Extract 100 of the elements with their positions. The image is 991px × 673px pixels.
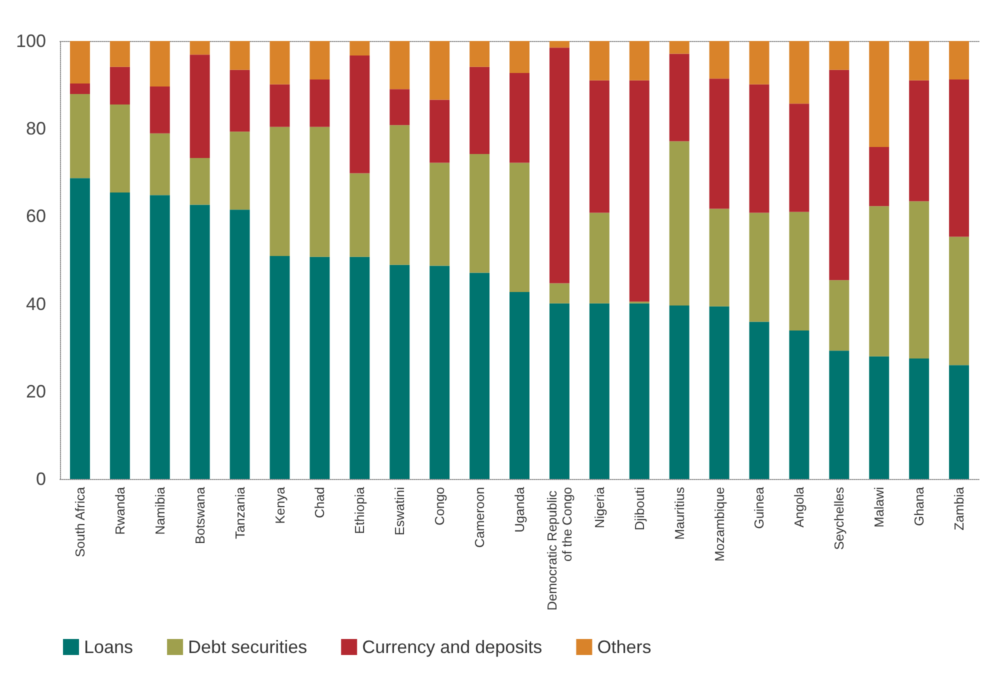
bar	[70, 178, 90, 479]
bar	[350, 256, 370, 479]
y-tick-label: 0	[36, 469, 46, 489]
bar	[150, 86, 170, 134]
bar	[949, 80, 970, 237]
bar	[749, 41, 770, 84]
legend-label: Currency and deposits	[362, 637, 542, 657]
bar	[909, 80, 930, 202]
x-tick-label: Malawi	[872, 486, 887, 528]
bar	[430, 41, 450, 100]
bar	[350, 173, 370, 257]
bar	[70, 94, 90, 178]
bar	[629, 80, 650, 302]
bar	[709, 78, 730, 209]
bar	[549, 283, 570, 304]
x-tick-label: Mauritius	[672, 486, 687, 540]
bar	[150, 195, 170, 479]
x-tick-label: Nigeria	[592, 486, 607, 528]
y-tick-label: 100	[16, 31, 46, 51]
bar	[589, 212, 610, 304]
bar	[230, 70, 250, 132]
bar	[829, 70, 850, 280]
bar	[789, 104, 810, 212]
bar	[869, 146, 890, 206]
bar	[510, 72, 530, 163]
bar	[669, 41, 690, 54]
bar	[310, 126, 330, 257]
y-tick-label: 60	[26, 206, 46, 226]
bar	[789, 41, 810, 104]
x-tick-label: South Africa	[72, 486, 88, 558]
y-tick-label: 20	[26, 381, 46, 402]
x-tick-label: Mozambique	[712, 487, 727, 562]
bar	[110, 41, 130, 67]
bar	[749, 212, 770, 322]
bar	[270, 41, 290, 84]
bar	[230, 132, 250, 210]
bar	[350, 41, 370, 56]
bar	[110, 104, 130, 193]
bar	[430, 266, 450, 479]
bar	[230, 210, 250, 479]
bar	[390, 125, 410, 265]
bar	[749, 84, 770, 213]
bar	[310, 256, 330, 479]
bar	[190, 54, 210, 158]
bar	[949, 41, 970, 80]
bar	[909, 358, 930, 479]
bar	[70, 41, 90, 84]
x-tick-label: Botswana	[192, 486, 208, 544]
x-tick-label: Namibia	[152, 486, 168, 535]
x-tick-label: Angola	[792, 486, 807, 528]
bar	[470, 272, 490, 479]
bar	[390, 41, 410, 90]
bar	[669, 306, 690, 479]
bar	[190, 158, 210, 205]
x-tick-label: Rwanda	[112, 486, 128, 535]
bar	[390, 264, 410, 479]
x-tick-label: Kenya	[272, 486, 288, 524]
bar	[510, 292, 530, 479]
legend-label: Loans	[84, 637, 134, 657]
x-tick-label: Ethiopia	[352, 486, 368, 534]
bar	[709, 41, 730, 79]
bar	[110, 66, 130, 105]
bar	[310, 41, 330, 80]
bar	[310, 80, 330, 127]
x-tick-label: Zambia	[952, 486, 967, 530]
x-tick-label: Chad	[312, 487, 328, 518]
bar	[430, 162, 450, 266]
x-tick-label: Seychelles	[832, 486, 847, 550]
bar	[470, 154, 490, 273]
bar	[549, 41, 570, 48]
bar	[549, 48, 570, 284]
bar	[869, 41, 890, 147]
bar	[190, 41, 210, 55]
x-tick-label: Djibouti	[632, 486, 647, 530]
bar	[789, 330, 810, 479]
bar	[270, 126, 290, 256]
bar	[629, 41, 650, 80]
x-tick-label: Tanzania	[232, 486, 248, 540]
bar	[430, 100, 450, 163]
bar	[709, 208, 730, 306]
bar	[510, 162, 530, 292]
bar	[150, 133, 170, 196]
bar	[829, 280, 850, 351]
y-tick-label: 40	[26, 294, 46, 314]
bar	[749, 322, 770, 479]
x-tick-label: Democratic Republic of the Congo	[544, 487, 574, 611]
bar	[589, 80, 610, 213]
x-tick-label: Guinea	[752, 486, 767, 529]
legend-label: Others	[597, 637, 652, 657]
bar	[390, 89, 410, 126]
bar	[829, 350, 850, 479]
bar	[709, 306, 730, 479]
x-tick-label: Ghana	[912, 486, 927, 526]
y-tick-label: 80	[26, 118, 46, 139]
bar	[470, 66, 490, 154]
bar	[110, 192, 130, 479]
bar	[629, 303, 650, 479]
bar	[909, 201, 930, 359]
bar	[510, 41, 530, 73]
bar	[70, 83, 90, 94]
